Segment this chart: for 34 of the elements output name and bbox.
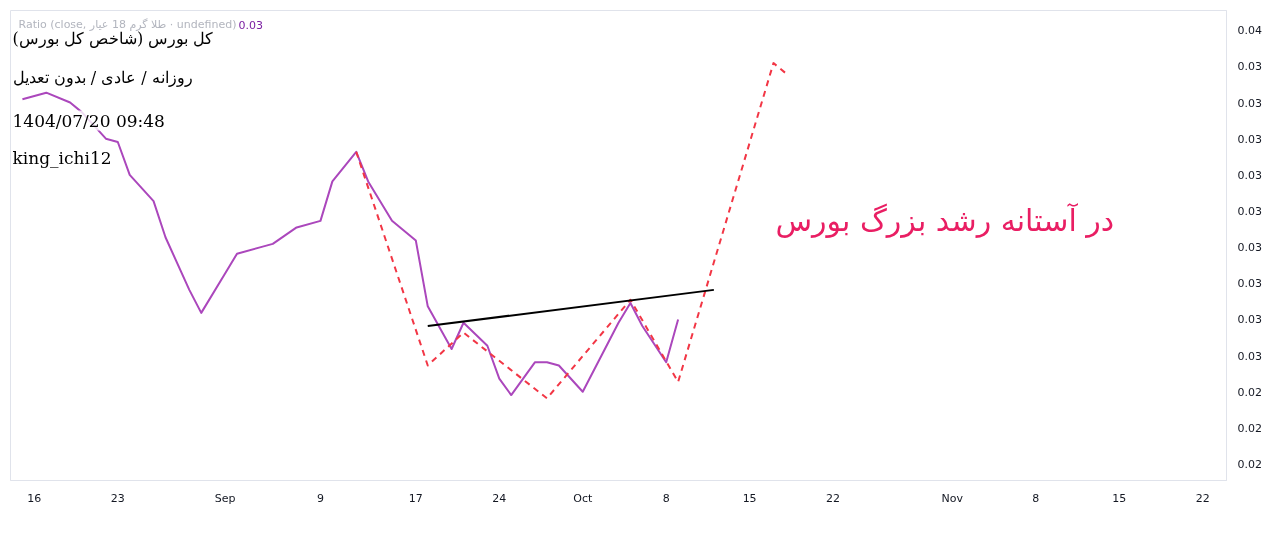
x-tick-label: 23 [110, 491, 125, 505]
x-tick-label: 22 [826, 491, 841, 505]
y-tick-label: 0.04 [1237, 24, 1262, 38]
y-tick-label: 0.02 [1237, 385, 1262, 399]
y-tick-label: 0.03 [1237, 168, 1262, 182]
x-tick-label: 8 [662, 491, 670, 505]
x-tick-label: 24 [492, 491, 507, 505]
x-tick-label: 15 [1112, 491, 1127, 505]
y-tick-label: 0.03 [1237, 349, 1262, 363]
x-tick-label: 17 [408, 491, 423, 505]
y-tick-label: 0.03 [1237, 132, 1262, 146]
x-tick-label: Oct [573, 491, 593, 505]
y-tick-label: 0.03 [1237, 313, 1262, 327]
x-tick-label: 9 [316, 491, 324, 505]
annotation: 0.03 [238, 18, 263, 32]
x-tick-label: 15 [742, 491, 757, 505]
y-tick-label: 0.03 [1237, 204, 1262, 218]
x-tick-label: 8 [1032, 491, 1040, 505]
x-tick-label: 16 [27, 491, 42, 505]
y-tick-label: 0.03 [1237, 277, 1262, 291]
annotation: king_ichi12 [12, 147, 112, 168]
y-tick-label: 0.02 [1237, 421, 1262, 435]
y-tick-label: 0.02 [1237, 458, 1262, 472]
annotation: 1404/07/20 09:48 [12, 110, 165, 131]
annotation: Ratio (close, طلا گرم 18 عیار · undefined) [18, 18, 237, 31]
x-tick-label: 22 [1195, 491, 1210, 505]
x-tick-label: Nov [941, 491, 964, 505]
x-tick-label: Sep [214, 491, 236, 505]
y-tick-label: 0.03 [1237, 60, 1262, 74]
text: کل بورس (شاخص کل بورس) [12, 29, 214, 48]
y-tick-label: 0.03 [1237, 96, 1262, 110]
text: روزانه / عادی / بدون تعدیل [12, 68, 193, 87]
annotation: در آستانه رشد بزرگ بورس [775, 203, 1115, 238]
y-tick-label: 0.03 [1237, 241, 1262, 255]
